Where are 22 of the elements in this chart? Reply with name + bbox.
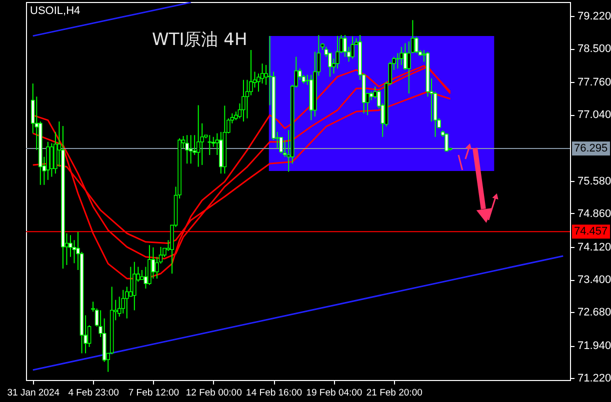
y-tick-label: 75.580	[578, 175, 611, 188]
x-tick-label: 31 Jan 2024	[7, 388, 60, 398]
chart-title: USOIL,H4	[30, 5, 80, 17]
y-tick-label: 78.500	[578, 43, 611, 56]
x-tick-label: 14 Feb 16:00	[246, 388, 302, 398]
y-tick-label: 74.120	[578, 241, 611, 254]
ref-line-label: 74.457	[574, 226, 608, 238]
x-tick-label: 21 Feb 20:00	[366, 388, 422, 398]
y-tick-label: 79.220	[578, 10, 611, 23]
y-tick-label: 77.040	[578, 109, 611, 122]
y-tick-label: 72.680	[578, 306, 611, 319]
x-tick-label: 4 Feb 23:00	[68, 388, 119, 398]
y-tick-label: 74.860	[578, 208, 611, 220]
ref-line-label: 76.295	[574, 142, 608, 154]
x-tick-label: 12 Feb 00:00	[186, 388, 242, 398]
x-tick-label: 19 Feb 04:00	[306, 388, 362, 398]
y-tick-label: 71.940	[578, 340, 611, 352]
y-tick-label: 73.400	[578, 274, 611, 286]
x-tick-label: 7 Feb 12:00	[128, 388, 180, 398]
y-tick-label: 71.220	[578, 372, 611, 385]
annotation: WTI原油 4H	[152, 30, 248, 50]
y-tick-label: 77.760	[578, 76, 611, 89]
